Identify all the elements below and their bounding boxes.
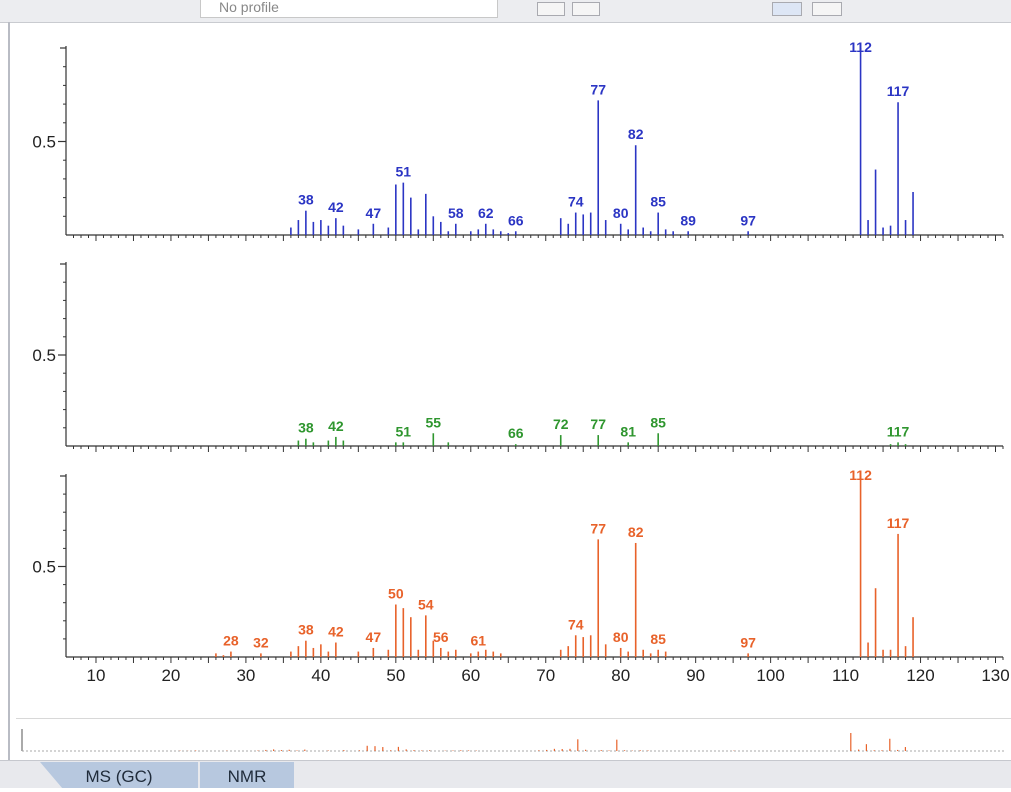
overview-strip[interactable] <box>16 718 1011 757</box>
peak-label: 89 <box>680 212 696 228</box>
x-tick-label: 130 <box>981 666 1009 685</box>
peak-label: 117 <box>887 423 910 439</box>
y-tick-label: 0.5 <box>32 133 56 152</box>
x-tick-label: 50 <box>386 666 405 685</box>
peak-label: 58 <box>448 205 464 221</box>
toolbar-button[interactable] <box>537 2 565 16</box>
peak-label: 38 <box>298 192 314 208</box>
x-tick-label: 90 <box>686 666 705 685</box>
peak-label: 28 <box>223 633 239 649</box>
peak-label: 55 <box>426 414 442 430</box>
x-tick-label: 80 <box>611 666 630 685</box>
tab-nmr[interactable]: NMR <box>200 762 294 788</box>
peak-label: 66 <box>508 212 524 228</box>
x-tick-label: 60 <box>461 666 480 685</box>
toolbar-button[interactable] <box>572 2 600 16</box>
x-tick-label: 70 <box>536 666 555 685</box>
toolbar-button[interactable] <box>772 2 802 16</box>
peak-label: 62 <box>478 205 494 221</box>
peak-label: 117 <box>887 83 910 99</box>
x-tick-label: 120 <box>906 666 934 685</box>
peak-label: 85 <box>650 414 666 430</box>
peak-label: 112 <box>849 467 872 483</box>
peak-label: 112 <box>849 39 872 55</box>
peak-label: 77 <box>590 81 606 97</box>
peak-label: 42 <box>328 418 344 434</box>
tab-ms-gc[interactable]: MS (GC) <box>40 762 198 788</box>
toolbar: No profile <box>0 0 1011 23</box>
peak-label: 42 <box>328 199 344 215</box>
peak-label: 56 <box>433 629 449 645</box>
peak-label: 117 <box>887 515 910 531</box>
peak-label: 61 <box>470 633 486 649</box>
spectrum-panel-3: 0.5 28 32 38 42 47 50 54 56 61 74 77 80 82 85 97 112 117 1… <box>32 467 1009 685</box>
peak-label: 47 <box>366 205 382 221</box>
spectrum-panel-2: 0.5 38 42 51 55 66 72 77 81 85 117 <box>32 262 1004 452</box>
peak-label: 54 <box>418 596 434 612</box>
profile-combo[interactable]: No profile <box>200 0 498 18</box>
x-tick-label: 100 <box>756 666 784 685</box>
peak-label: 77 <box>590 416 606 432</box>
y-tick-label: 0.5 <box>32 346 56 365</box>
peak-label: 97 <box>740 212 756 228</box>
peak-label: 38 <box>298 420 314 436</box>
peak-label: 85 <box>650 631 666 647</box>
peak-label: 32 <box>253 634 269 650</box>
x-tick-label: 10 <box>87 666 106 685</box>
y-tick-label: 0.5 <box>32 558 56 577</box>
peak-label: 85 <box>650 194 666 210</box>
peak-label: 47 <box>366 629 382 645</box>
peak-label: 72 <box>553 416 569 432</box>
peak-label: 82 <box>628 126 644 142</box>
peak-label: 51 <box>396 164 412 180</box>
peak-label: 97 <box>740 634 756 650</box>
peak-label: 74 <box>568 616 584 632</box>
peak-label: 66 <box>508 425 524 441</box>
spectrum-panel-1: 0.5 38 42 47 51 58 62 66 74 77 80 82 85 89 97 112 117 <box>32 39 1004 241</box>
peak-label: 77 <box>590 520 606 536</box>
toolbar-button[interactable] <box>812 2 842 16</box>
spectrum-viewer <box>8 22 1011 760</box>
peak-label: 38 <box>298 622 314 638</box>
peak-label: 81 <box>620 423 636 439</box>
peak-label: 50 <box>388 586 404 602</box>
peak-label: 82 <box>628 524 644 540</box>
peak-label: 80 <box>613 629 629 645</box>
x-tick-label: 110 <box>832 666 859 685</box>
x-tick-label: 30 <box>236 666 255 685</box>
x-tick-label: 40 <box>311 666 330 685</box>
peak-label: 80 <box>613 205 629 221</box>
peak-label: 42 <box>328 624 344 640</box>
tab-bar: MS (GC) NMR <box>0 760 1011 788</box>
x-tick-label: 20 <box>161 666 180 685</box>
peak-label: 51 <box>396 423 412 439</box>
peak-label: 74 <box>568 194 584 210</box>
